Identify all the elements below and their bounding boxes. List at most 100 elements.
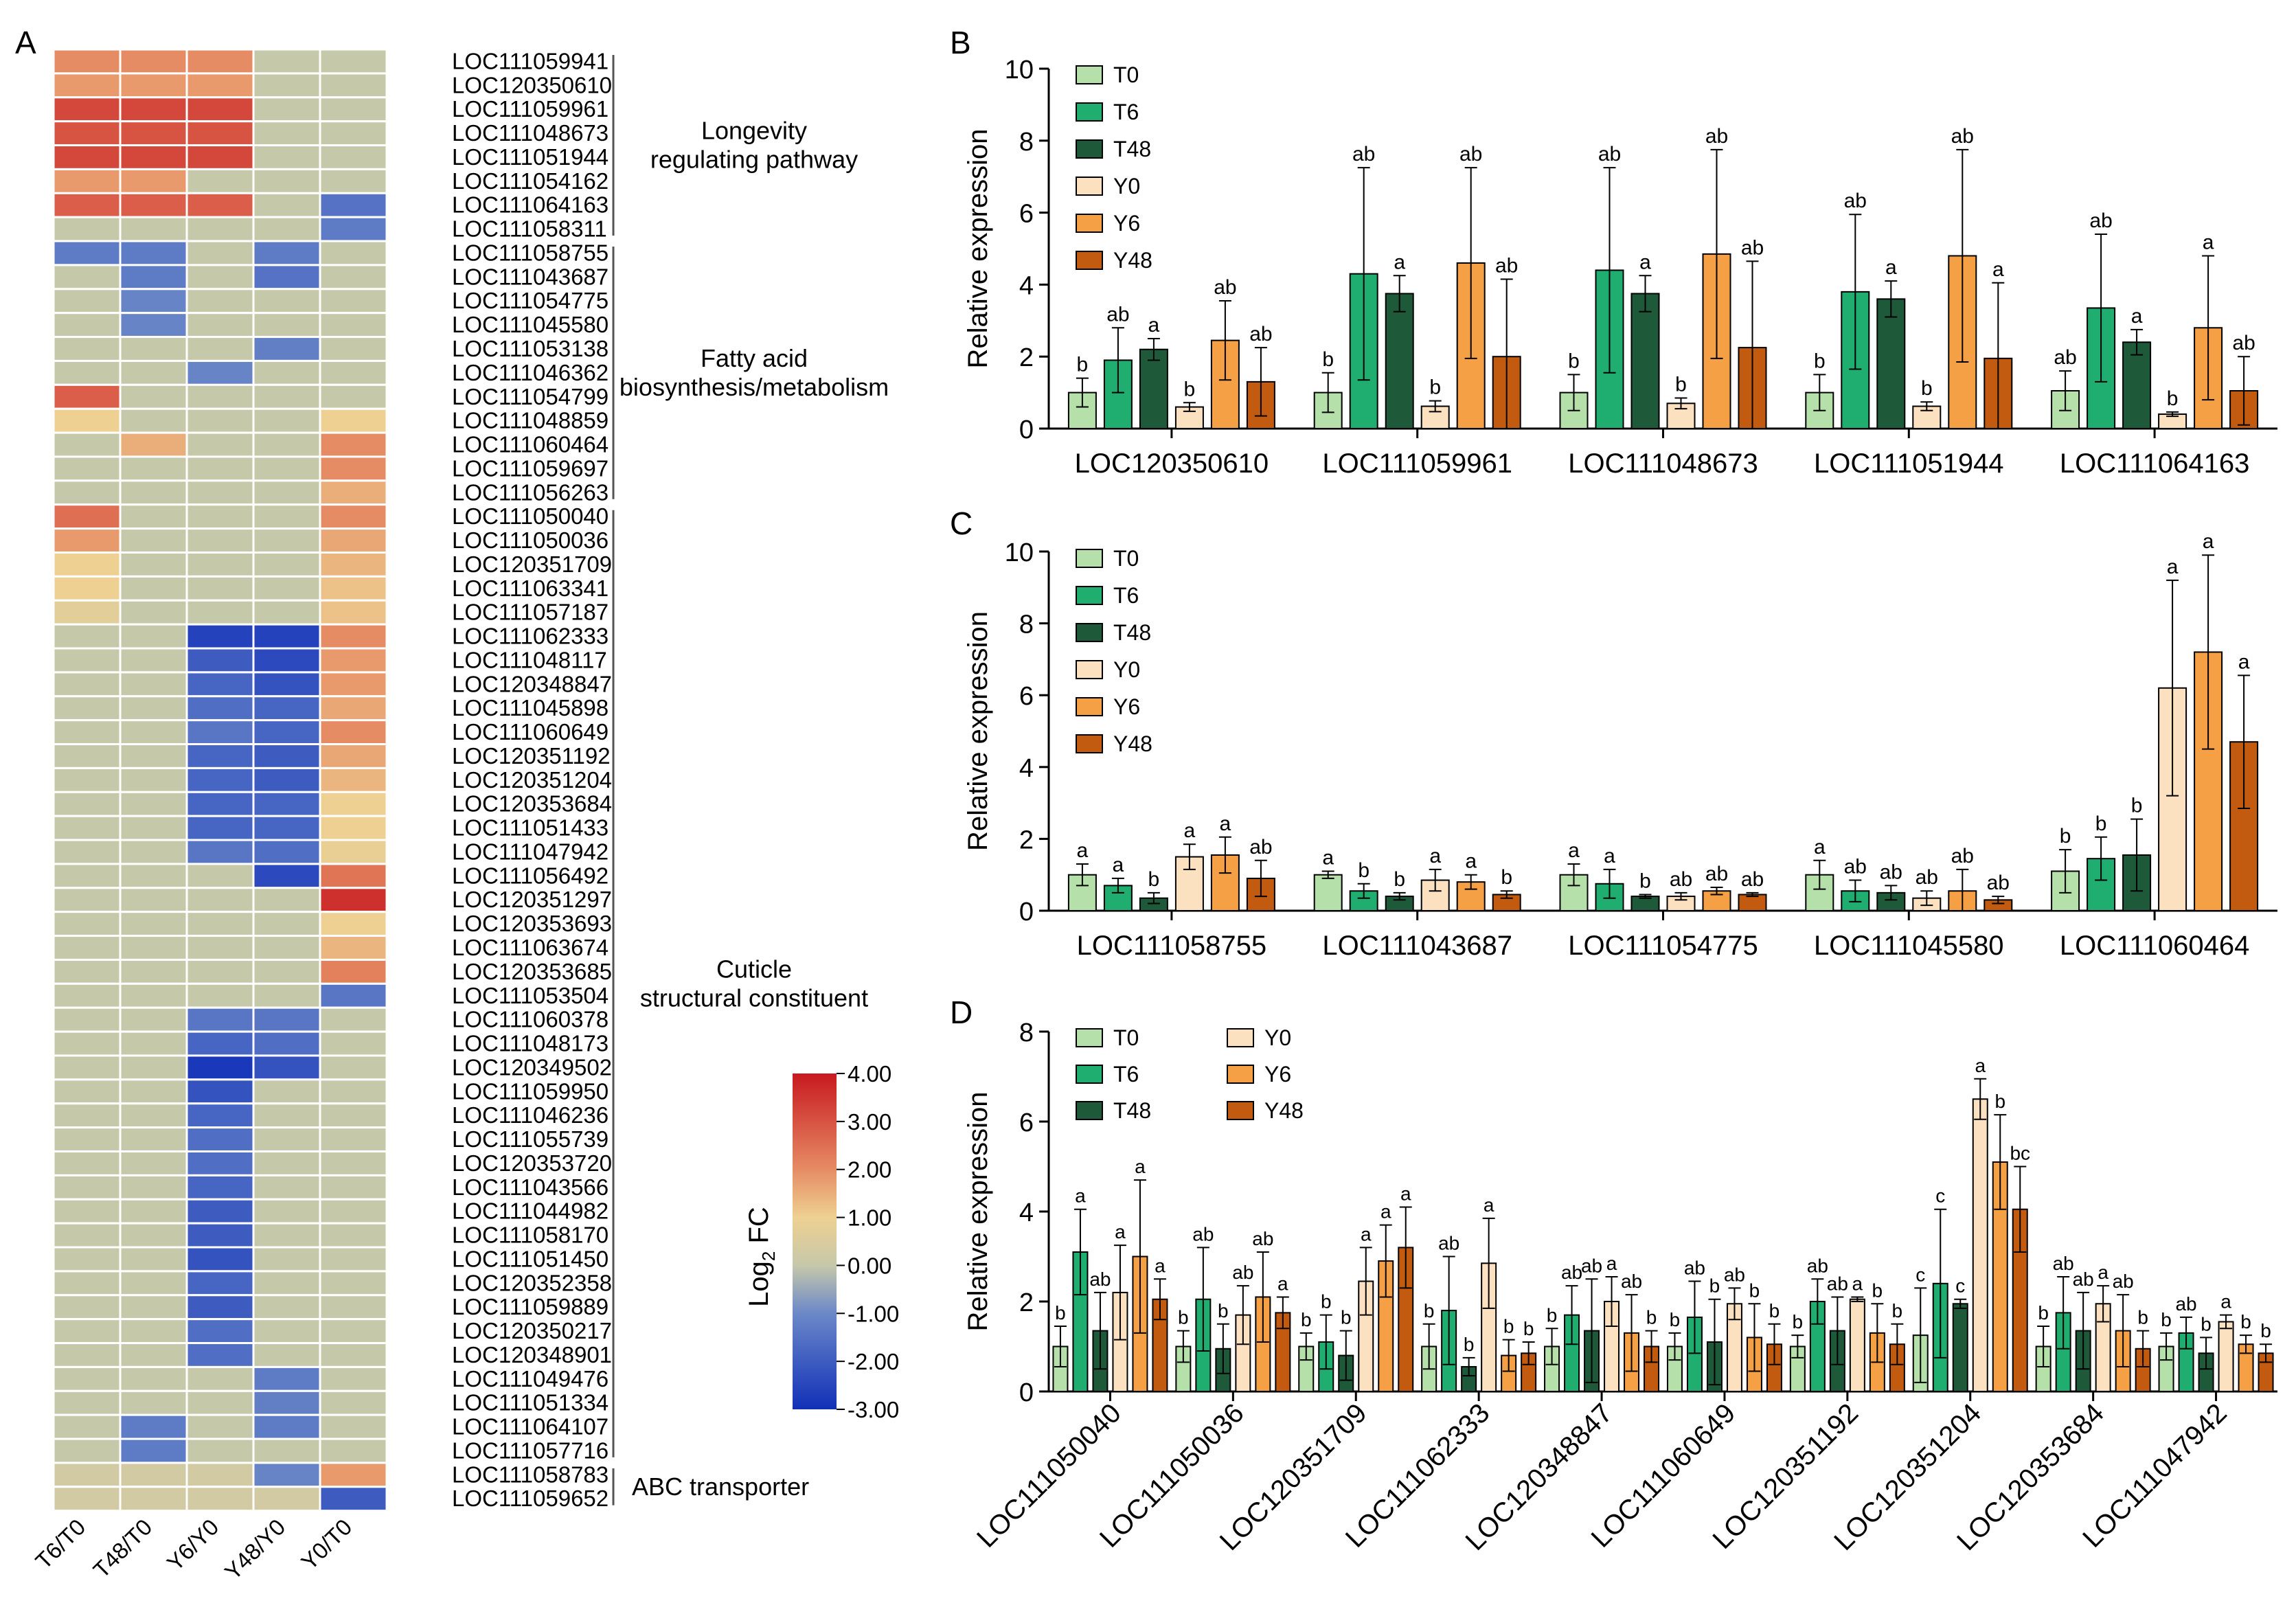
significance-letter: ab bbox=[1232, 1262, 1253, 1283]
heatmap-row-label: LOC111056263 bbox=[452, 479, 609, 505]
group-label: biosynthesis/metabolism bbox=[620, 373, 889, 401]
x-tick-label: LOC111048673 bbox=[1568, 448, 1758, 479]
heatmap-cell bbox=[185, 1198, 255, 1225]
heatmap-row-label: LOC120352358 bbox=[452, 1270, 612, 1295]
significance-letter: a bbox=[1361, 1223, 1372, 1244]
significance-letter: ab bbox=[1741, 236, 1764, 259]
heatmap-row-label: LOC111045580 bbox=[452, 312, 609, 337]
heatmap-cell bbox=[185, 1222, 255, 1249]
heatmap-cell bbox=[119, 144, 188, 170]
heatmap-cell bbox=[319, 839, 388, 865]
heatmap-row-label: LOC111058311 bbox=[452, 216, 607, 242]
heatmap-cell bbox=[319, 743, 388, 769]
heatmap-cell bbox=[252, 958, 321, 985]
heatmap-cell bbox=[52, 958, 122, 985]
significance-letter: a bbox=[1852, 1273, 1863, 1294]
legend-label: T6 bbox=[1113, 1062, 1139, 1087]
colorbar-tick-label: 1.00 bbox=[848, 1205, 891, 1231]
panel-label-a: A bbox=[15, 25, 36, 60]
heatmap-cell bbox=[252, 575, 321, 602]
heatmap-cell bbox=[252, 48, 321, 75]
heatmap-cell bbox=[52, 1389, 122, 1416]
heatmap-cell bbox=[319, 72, 388, 99]
legend-swatch bbox=[1076, 623, 1103, 642]
heatmap-cell bbox=[119, 479, 188, 506]
significance-letter: a bbox=[1992, 258, 2004, 281]
heatmap-cell bbox=[119, 766, 188, 793]
significance-letter: a bbox=[1814, 836, 1826, 859]
heatmap-cell bbox=[52, 1054, 122, 1081]
heatmap-cell bbox=[52, 192, 122, 218]
heatmap-cell bbox=[319, 359, 388, 386]
heatmap-cell bbox=[52, 695, 122, 722]
heatmap-cell bbox=[252, 503, 321, 530]
heatmap-row-label: LOC111054775 bbox=[452, 288, 609, 313]
heatmap-cell bbox=[52, 1078, 122, 1105]
significance-letter: a bbox=[2203, 231, 2214, 253]
heatmap-cell bbox=[119, 359, 188, 386]
heatmap-row-label: LOC111043566 bbox=[452, 1174, 609, 1200]
heatmap-cell bbox=[252, 407, 321, 434]
heatmap-cell bbox=[52, 1102, 122, 1129]
heatmap-cell bbox=[252, 647, 321, 674]
heatmap-cell bbox=[319, 671, 388, 698]
heatmap-row-label: LOC111057187 bbox=[452, 600, 609, 625]
heatmap-cell bbox=[119, 264, 188, 291]
legend-swatch bbox=[1227, 1101, 1254, 1120]
significance-letter: a bbox=[1184, 819, 1196, 842]
heatmap-cell bbox=[185, 839, 255, 865]
heatmap-cell bbox=[319, 599, 388, 626]
significance-letter: b bbox=[1077, 354, 1089, 376]
heatmap-cell bbox=[185, 383, 255, 410]
heatmap-cell bbox=[319, 1413, 388, 1440]
heatmap-cell bbox=[52, 1365, 122, 1392]
heatmap-cell bbox=[185, 1318, 255, 1345]
heatmap-cell bbox=[52, 1246, 122, 1273]
heatmap-cell bbox=[185, 1054, 255, 1081]
y-tick-label: 8 bbox=[1019, 128, 1034, 157]
significance-letter: ab bbox=[1252, 1228, 1273, 1249]
significance-letter: b bbox=[1321, 1291, 1332, 1312]
heatmap-cell bbox=[252, 96, 321, 123]
heatmap-cell bbox=[319, 1462, 388, 1488]
heatmap-cell bbox=[185, 1078, 255, 1105]
heatmap-cell bbox=[119, 216, 188, 242]
heatmap-cell bbox=[119, 455, 188, 482]
heatmap-cell bbox=[185, 1389, 255, 1416]
significance-letter: a bbox=[1429, 845, 1441, 867]
y-tick-label: 8 bbox=[1019, 1019, 1034, 1047]
x-tick-label: LOC111045580 bbox=[1814, 931, 2004, 961]
heatmap-cell bbox=[252, 144, 321, 170]
heatmap-cell bbox=[319, 288, 388, 315]
colorbar-tick-label: -1.00 bbox=[848, 1301, 899, 1326]
heatmap-row-label: LOC111059697 bbox=[452, 455, 609, 481]
heatmap-row-label: LOC120353685 bbox=[452, 959, 612, 984]
heatmap-cell bbox=[319, 958, 388, 985]
heatmap-cell bbox=[52, 575, 122, 602]
heatmap-cell bbox=[185, 240, 255, 266]
legend-swatch bbox=[1076, 734, 1103, 753]
significance-letter: ab bbox=[2089, 209, 2112, 232]
heatmap-cell bbox=[52, 312, 122, 339]
y-tick-label: 4 bbox=[1019, 754, 1034, 783]
heatmap-cell bbox=[119, 1365, 188, 1392]
significance-letter: a bbox=[1220, 812, 1231, 835]
heatmap-cell bbox=[119, 1294, 188, 1321]
heatmap-cell bbox=[52, 911, 122, 937]
significance-letter: ab bbox=[2175, 1293, 2196, 1315]
significance-letter: ab bbox=[1741, 868, 1764, 891]
heatmap-row-label: LOC111059889 bbox=[452, 1294, 609, 1319]
heatmap-cell bbox=[319, 863, 388, 889]
heatmap-cell bbox=[319, 192, 388, 218]
heatmap-cell bbox=[119, 1342, 188, 1368]
heatmap-cell bbox=[252, 791, 321, 817]
heatmap-cell bbox=[185, 887, 255, 913]
heatmap-cell bbox=[252, 1342, 321, 1368]
legend-label: Y48 bbox=[1113, 248, 1152, 273]
heatmap-cell bbox=[319, 1437, 388, 1464]
heatmap-cell bbox=[319, 527, 388, 554]
y-tick-label: 2 bbox=[1019, 826, 1034, 854]
heatmap-row-label: LOC111053504 bbox=[452, 983, 609, 1008]
heatmap-cell bbox=[52, 383, 122, 410]
significance-letter: a bbox=[1148, 314, 1160, 337]
